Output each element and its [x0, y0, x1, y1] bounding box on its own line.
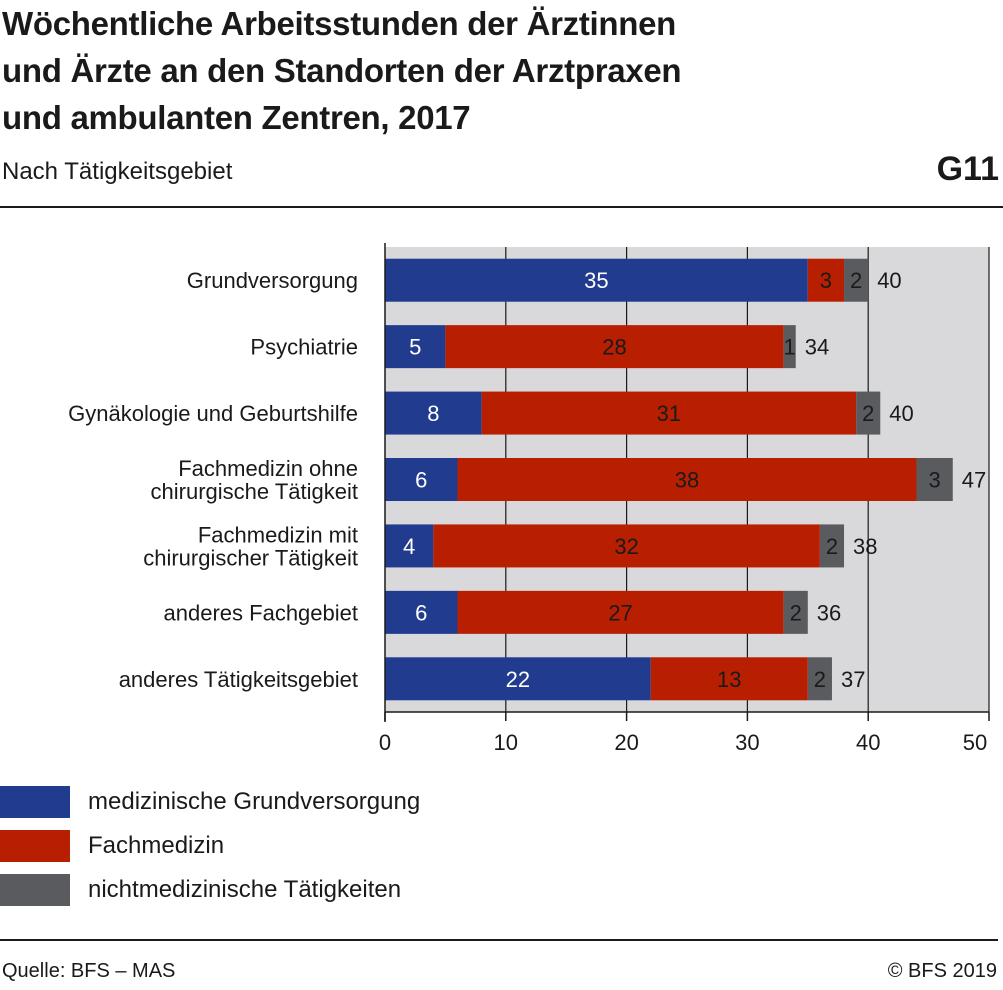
data-label: 38 — [675, 468, 699, 493]
data-label: 2 — [814, 667, 826, 692]
total-label: 36 — [817, 600, 841, 625]
category-label: chirurgische Tätigkeit — [151, 479, 358, 504]
legend-item-nichtmedizinisch: nichtmedizinische Tätigkeiten — [0, 874, 600, 906]
chart-title: Wöchentliche Arbeitsstunden der Ärztinne… — [2, 0, 902, 141]
source-note: Quelle: BFS – MAS — [2, 960, 176, 982]
bar-segment — [807, 258, 845, 302]
legend-swatch-fachmedizin — [0, 830, 70, 862]
bar-segment — [385, 325, 446, 369]
legend-label: Fachmedizin — [88, 832, 225, 859]
bar-segment — [385, 258, 808, 302]
data-label: 2 — [790, 600, 802, 625]
x-tick-label: 30 — [735, 730, 759, 755]
title-line: Wöchentliche Arbeitsstunden der Ärztinne… — [2, 5, 677, 42]
category-label: chirurgischer Tätigkeit — [143, 545, 358, 570]
total-label: 38 — [853, 534, 877, 559]
category-label: anderes Tätigkeitsgebiet — [119, 667, 358, 692]
bar-segment — [856, 391, 881, 435]
bar-segment — [385, 590, 458, 634]
footer-divider — [0, 939, 998, 941]
bar-segment — [385, 391, 482, 435]
x-tick-label: 20 — [614, 730, 638, 755]
total-label: 47 — [962, 468, 986, 493]
bar-segment — [807, 657, 832, 701]
data-label: 22 — [506, 667, 530, 692]
data-label: 32 — [614, 534, 638, 559]
data-label: 1 — [784, 335, 796, 360]
data-label: 5 — [409, 335, 421, 360]
bar-segment — [844, 258, 869, 302]
header-divider — [0, 206, 1003, 208]
bar-segment — [445, 325, 784, 369]
total-label: 37 — [841, 667, 865, 692]
bar-segment — [457, 458, 917, 501]
x-tick-label: 0 — [379, 730, 391, 755]
x-tick-label: 10 — [494, 730, 518, 755]
total-label: 34 — [805, 335, 829, 360]
data-label: 35 — [584, 268, 608, 293]
bar-segment — [819, 524, 845, 568]
title-line: und ambulanten Zentren, 2017 — [2, 99, 471, 136]
data-label: 31 — [657, 401, 681, 426]
chart-subtitle: Nach Tätigkeitsgebiet — [2, 158, 233, 185]
bar-segment — [385, 657, 651, 701]
bar-segment — [650, 657, 808, 701]
bar-segment — [385, 524, 434, 568]
legend-swatch-grundversorgung — [0, 786, 70, 818]
bar-segment — [783, 325, 796, 369]
title-line: und Ärzte an den Standorten der Arztprax… — [2, 52, 682, 89]
data-label: 3 — [929, 468, 941, 493]
bar-segment — [433, 524, 820, 568]
figure-code: G11 — [936, 150, 999, 188]
bar-segment — [783, 590, 808, 634]
data-label: 2 — [850, 268, 862, 293]
legend-label: nichtmedizinische Tätigkeiten — [88, 876, 402, 903]
category-label: anderes Fachgebiet — [164, 600, 358, 625]
data-label: 8 — [427, 401, 439, 426]
legend-label: medizinische Grundversorgung — [88, 788, 421, 815]
data-label: 3 — [820, 268, 832, 293]
legend-item-grundversorgung: medizinische Grundversorgung — [0, 786, 600, 818]
category-label: Grundversorgung — [187, 268, 358, 293]
x-tick-label: 50 — [963, 730, 987, 755]
copyright-note: © BFS 2019 — [887, 960, 997, 982]
category-label: Fachmedizin mit — [198, 522, 358, 547]
data-label: 6 — [415, 468, 427, 493]
data-label: 2 — [826, 534, 838, 559]
legend-swatch-nichtmedizinisch — [0, 874, 70, 906]
category-label: Psychiatrie — [250, 335, 358, 360]
total-label: 40 — [877, 268, 901, 293]
data-label: 6 — [415, 600, 427, 625]
category-label: Gynäkologie und Geburtshilfe — [68, 401, 358, 426]
legend-item-fachmedizin: Fachmedizin — [0, 830, 600, 862]
data-label: 2 — [862, 401, 874, 426]
data-label: 27 — [608, 600, 632, 625]
bar-segment — [457, 590, 784, 634]
bar-segment — [481, 391, 857, 435]
category-label: Fachmedizin ohne — [178, 456, 358, 481]
bar-segment — [916, 458, 953, 501]
bar-segment — [385, 458, 458, 501]
data-label: 4 — [403, 534, 415, 559]
x-tick-label: 40 — [856, 730, 880, 755]
data-label: 13 — [717, 667, 741, 692]
data-label: 28 — [602, 335, 626, 360]
total-label: 40 — [889, 401, 913, 426]
